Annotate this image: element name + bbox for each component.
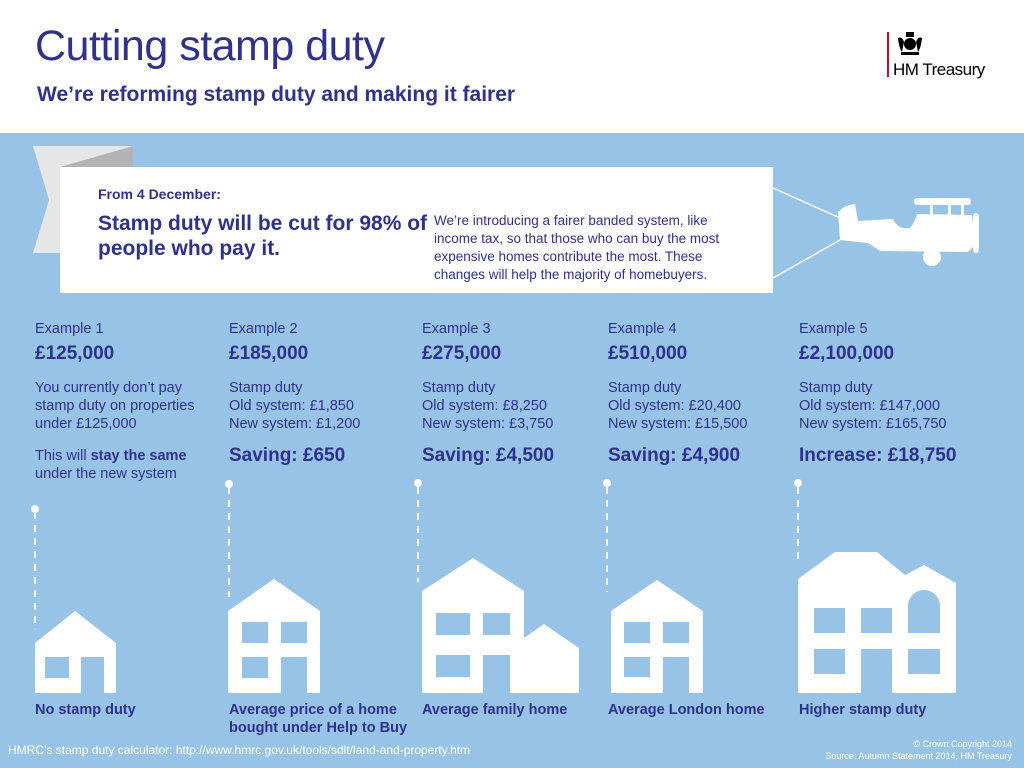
biplane-icon: [772, 187, 979, 279]
banner-date: From 4 December:: [98, 186, 221, 202]
note-text: This will: [35, 448, 91, 464]
banner-card: [60, 167, 773, 293]
house-caption: No stamp duty: [35, 702, 136, 718]
example-price: £510,000: [608, 343, 688, 364]
example-4: Example 4 £510,000 Stamp duty Old system…: [608, 321, 793, 467]
example-result: Saving: £4,900: [608, 445, 741, 466]
page-title: Cutting stamp duty: [35, 22, 385, 70]
example-result: Increase: £18,750: [799, 445, 957, 466]
note-bold: stay the same: [90, 448, 187, 464]
source: Source: Autumn Statement 2014, HM Treasu…: [825, 751, 1012, 761]
copyright: © Crown Copyright 2014: [913, 739, 1012, 749]
stamp-duty-label: Stamp duty: [229, 380, 303, 396]
stamp-duty-label: Stamp duty: [608, 380, 682, 396]
example-result: Saving: £4,500: [422, 445, 555, 466]
example-body: You currently don’t pay stamp duty on pr…: [35, 380, 195, 432]
calculator-link[interactable]: HMRC’s stamp duty calculator: http://www…: [8, 743, 471, 757]
old-system: Old system: £147,000: [799, 398, 941, 414]
example-label: Example 3: [422, 321, 491, 337]
new-system: New system: £165,750: [799, 416, 947, 432]
royal-crest-icon: [898, 32, 922, 55]
new-system: New system: £3,750: [422, 416, 554, 432]
house-icon: [798, 552, 956, 693]
ribbon-fold: [60, 146, 133, 167]
stamp-duty-label: Stamp duty: [799, 380, 873, 396]
house-caption: Average family home: [422, 702, 568, 718]
example-label: Example 5: [799, 321, 868, 337]
stamp-duty-label: Stamp duty: [422, 380, 496, 396]
header: [0, 0, 1024, 133]
example-3: Example 3 £275,000 Stamp duty Old system…: [422, 321, 607, 467]
example-price: £185,000: [229, 343, 309, 364]
old-system: Old system: £1,850: [229, 398, 354, 414]
example-result: Saving: £650: [229, 445, 346, 466]
new-system: New system: £1,200: [229, 416, 361, 432]
house-caption: Average London home: [608, 702, 765, 718]
house-caption: Higher stamp duty: [799, 702, 927, 718]
old-system: Old system: £20,400: [608, 398, 741, 414]
example-2: Example 2 £185,000 Stamp duty Old system…: [229, 321, 414, 467]
example-1: Example 1 £125,000 You currently don’t p…: [35, 321, 220, 483]
house-icon: [611, 580, 703, 693]
house-icon: [35, 611, 116, 693]
example-5: Example 5 £2,100,000 Stamp duty Old syst…: [799, 321, 1009, 467]
house-icon: [228, 579, 320, 693]
example-price: £275,000: [422, 343, 502, 364]
example-label: Example 4: [608, 321, 677, 337]
note-text: under the new system: [35, 466, 177, 482]
logo-divider: [887, 32, 889, 77]
example-label: Example 1: [35, 321, 104, 337]
example-label: Example 2: [229, 321, 298, 337]
new-system: New system: £15,500: [608, 416, 748, 432]
banner-headline: Stamp duty will be cut for 98% of people…: [98, 212, 428, 260]
house-caption: Average price of a home bought under Hel…: [229, 702, 408, 736]
example-note: This will stay the same under the new sy…: [35, 447, 220, 483]
example-price: £2,100,000: [799, 343, 895, 364]
footer-credits: © Crown Copyright 2014 Source: Autumn St…: [825, 738, 1012, 762]
house-icon: [422, 558, 579, 693]
hm-treasury-logo: HM Treasury: [893, 60, 985, 79]
old-system: Old system: £8,250: [422, 398, 547, 414]
banner-description: We’re introducing a fairer banded system…: [434, 213, 720, 282]
example-price: £125,000: [35, 343, 115, 364]
page-subtitle: We’re reforming stamp duty and making it…: [37, 83, 516, 106]
